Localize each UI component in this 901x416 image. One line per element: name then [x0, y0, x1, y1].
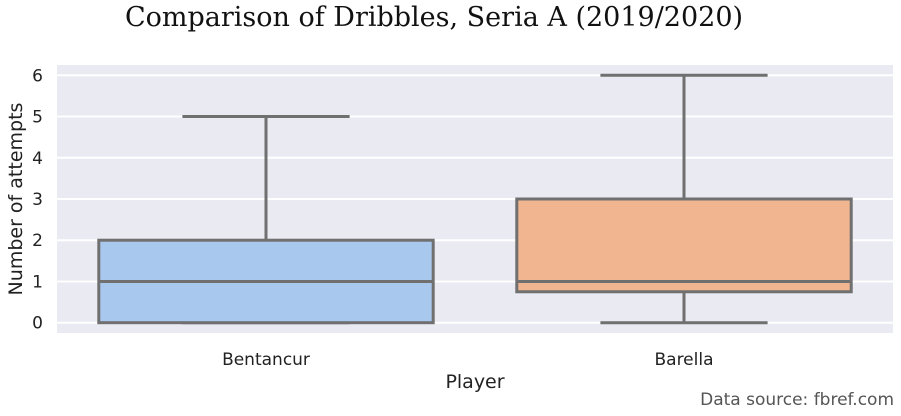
y-tick-label-5: 5	[32, 108, 43, 128]
y-tick-label-2: 2	[32, 231, 43, 251]
y-tick-label-3: 3	[32, 190, 43, 210]
box-body-barella	[515, 197, 853, 294]
chart-title: Comparison of Dribbles, Seria A (2019/20…	[124, 2, 744, 33]
box-bentancur	[97, 115, 435, 325]
x-axis-ticks: Bentancur Barella	[222, 350, 713, 370]
boxes	[97, 73, 853, 325]
data-source-note: Data source: fbref.com	[700, 390, 894, 410]
y-tick-label-0: 0	[32, 314, 43, 334]
x-axis-label: Player	[445, 371, 504, 393]
y-axis-label: Number of attempts	[5, 103, 27, 296]
y-tick-label-6: 6	[32, 66, 43, 86]
y-axis-ticks: 0 1 2 3 4 5 6	[32, 66, 43, 333]
y-tick-label-1: 1	[32, 272, 43, 292]
y-tick-label-4: 4	[32, 149, 43, 169]
box-barella	[515, 73, 853, 325]
x-tick-label-bentancur: Bentancur	[222, 350, 310, 370]
x-tick-label-barella: Barella	[654, 350, 713, 370]
